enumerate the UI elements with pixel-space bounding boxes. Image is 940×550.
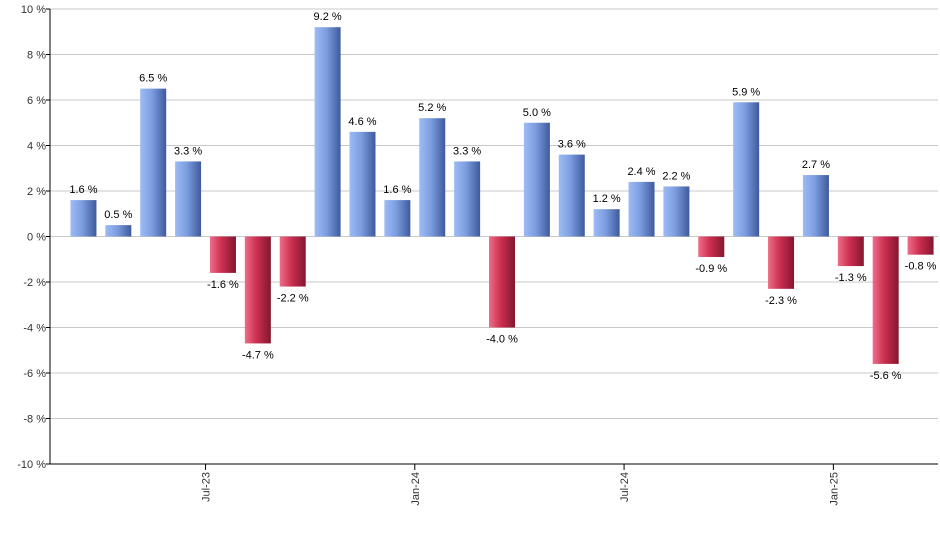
- bar-negative: [279, 236, 306, 287]
- bar-positive: [105, 225, 132, 237]
- data-label: -0.9 %: [695, 263, 727, 275]
- bar-positive: [140, 88, 167, 237]
- bar-positive: [70, 200, 97, 237]
- x-tick-label: Jan-24: [410, 472, 422, 506]
- bar-positive: [384, 200, 411, 237]
- data-label: 1.6 %: [69, 184, 97, 196]
- axes: [49, 9, 938, 470]
- x-tick-label: Jul-24: [619, 472, 631, 502]
- data-label: 5.9 %: [732, 86, 760, 98]
- y-tick-label: 10 %: [21, 4, 46, 16]
- data-label: 9.2 %: [314, 11, 342, 23]
- y-tick-label: -2 %: [23, 277, 46, 289]
- bar-negative: [872, 236, 899, 364]
- data-label: 6.5 %: [139, 73, 167, 85]
- data-label: 2.2 %: [662, 170, 690, 182]
- data-label: 1.6 %: [383, 184, 411, 196]
- y-tick-label: -4 %: [23, 323, 46, 335]
- bar-positive: [419, 118, 446, 237]
- x-tick-labels: Jul-23 Jan-24 Jul-24 Jan-25: [201, 472, 841, 506]
- data-label: -5.6 %: [870, 370, 902, 382]
- y-tick-label: -8 %: [23, 414, 46, 426]
- data-label: 5.2 %: [418, 102, 446, 114]
- data-label: -4.7 %: [242, 349, 274, 361]
- y-tick-label: 0 %: [27, 232, 46, 244]
- y-tick-label: 2 %: [27, 186, 46, 198]
- bars: [70, 27, 934, 364]
- bar-positive: [523, 122, 550, 237]
- x-tick-label: Jul-23: [201, 472, 213, 502]
- bar-positive: [454, 161, 481, 237]
- data-label: 0.5 %: [104, 209, 132, 221]
- bar-positive: [314, 27, 341, 237]
- data-labels: 1.6 % 0.5 % 6.5 % 3.3 % -1.6 % -4.7 % -2.2 % 9.…: [69, 11, 936, 382]
- bar-negative: [907, 236, 934, 255]
- data-label: -2.2 %: [277, 293, 309, 305]
- bar-positive: [593, 209, 620, 237]
- bar-positive: [558, 154, 585, 237]
- data-label: 3.3 %: [174, 145, 202, 157]
- data-label: 2.4 %: [627, 166, 655, 178]
- data-label: 3.6 %: [558, 139, 586, 151]
- data-label: 5.0 %: [523, 107, 551, 119]
- y-tick-label: 8 %: [27, 50, 46, 62]
- bar-positive: [663, 186, 690, 237]
- data-label: 4.6 %: [348, 116, 376, 128]
- bar-negative: [698, 236, 725, 257]
- x-tick-label: Jan-25: [828, 472, 840, 506]
- y-tick-labels: -10 % -8 % -6 % -4 % -2 % 0 % 2 % 4 % 6 % 8 % 10 %: [17, 4, 46, 471]
- data-label: 3.3 %: [453, 145, 481, 157]
- bar-positive: [733, 102, 760, 237]
- bar-negative: [837, 236, 864, 267]
- data-label: -1.3 %: [835, 272, 867, 284]
- y-tick-label: 4 %: [27, 141, 46, 153]
- bar-negative: [489, 236, 515, 328]
- bar-negative: [244, 236, 271, 344]
- bar-negative: [209, 236, 236, 273]
- data-label: -2.3 %: [765, 295, 797, 307]
- y-tick-label: -10 %: [17, 459, 46, 471]
- data-label: 2.7 %: [802, 159, 830, 171]
- data-label: 1.2 %: [593, 193, 621, 205]
- bar-positive: [802, 175, 829, 237]
- bar-positive: [349, 131, 376, 237]
- data-label: -0.8 %: [905, 261, 937, 273]
- bar-positive: [175, 161, 202, 237]
- y-tick-label: -6 %: [23, 368, 46, 380]
- y-tick-label: 6 %: [27, 95, 46, 107]
- bar-positive: [628, 181, 655, 237]
- data-label: -4.0 %: [486, 334, 518, 346]
- data-label: -1.6 %: [207, 279, 239, 291]
- bar-negative: [768, 236, 795, 289]
